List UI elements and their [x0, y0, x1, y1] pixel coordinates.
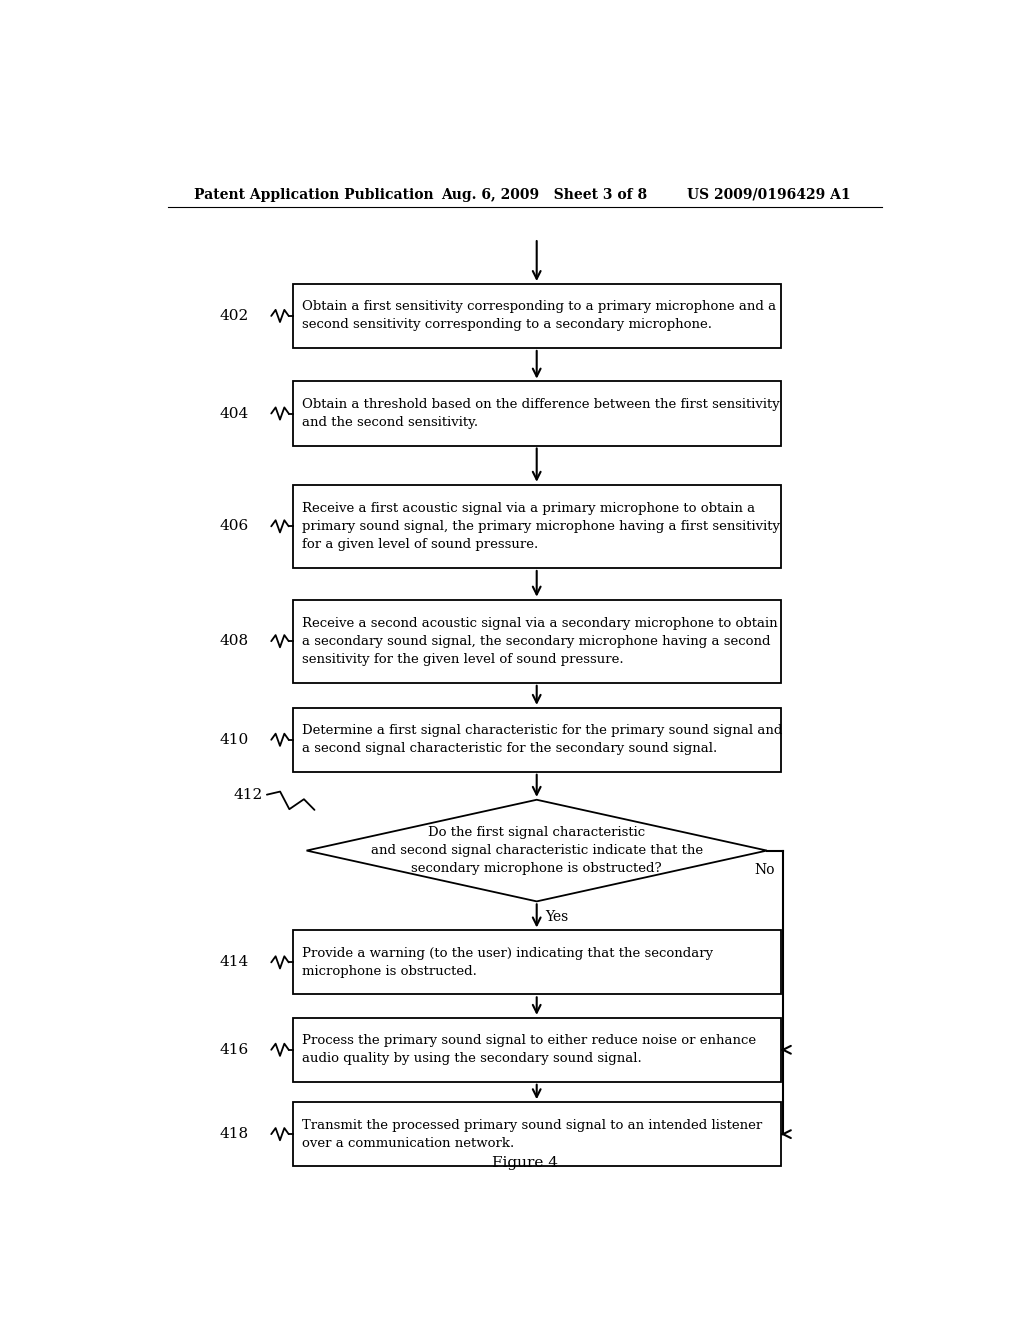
Bar [293, 381, 780, 446]
Text: Figure 4: Figure 4 [492, 1156, 558, 1170]
Polygon shape [306, 800, 767, 902]
Text: 402: 402 [220, 309, 249, 323]
Text: 416: 416 [220, 1043, 249, 1057]
Text: 412: 412 [233, 788, 263, 801]
Text: Aug. 6, 2009   Sheet 3 of 8: Aug. 6, 2009 Sheet 3 of 8 [441, 187, 647, 202]
Bar [293, 1018, 780, 1082]
Text: Transmit the processed primary sound signal to an intended listener
over a commu: Transmit the processed primary sound sig… [302, 1118, 763, 1150]
Text: Receive a second acoustic signal via a secondary microphone to obtain
a secondar: Receive a second acoustic signal via a s… [302, 616, 778, 665]
Text: 418: 418 [220, 1127, 249, 1142]
Text: Provide a warning (to the user) indicating that the secondary
microphone is obst: Provide a warning (to the user) indicati… [302, 946, 714, 978]
Bar [293, 931, 780, 994]
Text: Patent Application Publication: Patent Application Publication [194, 187, 433, 202]
Text: Obtain a threshold based on the difference between the first sensitivity
and the: Obtain a threshold based on the differen… [302, 399, 780, 429]
Bar [293, 484, 780, 568]
Text: Determine a first signal characteristic for the primary sound signal and
a secon: Determine a first signal characteristic … [302, 725, 782, 755]
Text: US 2009/0196429 A1: US 2009/0196429 A1 [687, 187, 851, 202]
Text: 410: 410 [220, 733, 249, 747]
Text: Do the first signal characteristic
and second signal characteristic indicate tha: Do the first signal characteristic and s… [371, 826, 702, 875]
Text: Receive a first acoustic signal via a primary microphone to obtain a
primary sou: Receive a first acoustic signal via a pr… [302, 502, 780, 550]
Text: 408: 408 [220, 634, 249, 648]
Text: No: No [755, 863, 775, 876]
Text: Process the primary sound signal to either reduce noise or enhance
audio quality: Process the primary sound signal to eith… [302, 1035, 757, 1065]
Text: 404: 404 [220, 407, 249, 421]
Bar [293, 599, 780, 682]
Text: Obtain a first sensitivity corresponding to a primary microphone and a
second se: Obtain a first sensitivity corresponding… [302, 301, 776, 331]
Text: Yes: Yes [545, 909, 568, 924]
Text: 406: 406 [220, 519, 249, 533]
Bar [293, 284, 780, 348]
Bar [293, 1102, 780, 1166]
Bar [293, 708, 780, 772]
Text: 414: 414 [220, 956, 249, 969]
